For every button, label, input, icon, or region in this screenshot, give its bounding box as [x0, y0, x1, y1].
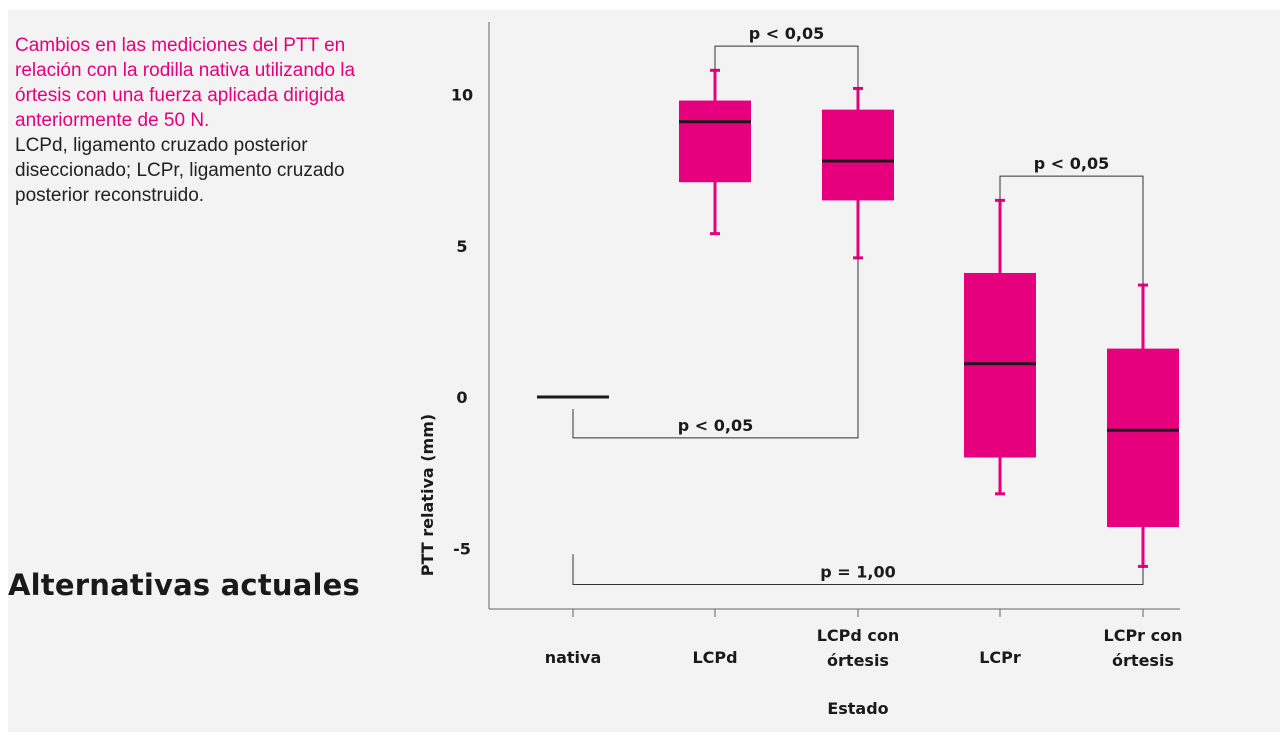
p-value-label: p = 1,00: [820, 563, 895, 582]
y-axis-ticks: 10 5 0 -5: [451, 86, 473, 559]
box-2: [679, 68, 751, 236]
bracket-line: [572, 554, 1144, 586]
box-4: [964, 198, 1036, 496]
p-value-label: p < 0,05: [1034, 154, 1109, 173]
iqr-box: [822, 109, 894, 201]
comparison-1: p < 0,05: [714, 24, 859, 89]
y-tick-label: 5: [456, 237, 467, 256]
x-category-label: LCPd: [692, 648, 737, 667]
box-series: [537, 68, 1179, 568]
box-5: [1107, 283, 1179, 568]
box-3: [822, 86, 894, 260]
iqr-box: [679, 100, 751, 183]
x-category-label: LCPr: [979, 648, 1021, 667]
y-axis-title: PTT relativa (mm): [418, 414, 437, 576]
significance-brackets: p < 0,05 p < 0,05 p < 0,05 p = 1,00: [572, 24, 1144, 586]
figure-caption: Cambios en las mediciones del PTT en rel…: [15, 33, 410, 208]
bracket-line: [999, 175, 1144, 286]
x-category-label: LCPd con órtesis: [817, 626, 900, 670]
comparison-4: p = 1,00: [572, 554, 1144, 586]
x-category-label: LCPr con órtesis: [1104, 626, 1183, 670]
bracket-line: [714, 45, 859, 89]
caption-body: LCPd, ligamento cruzado posterior disecc…: [15, 135, 345, 206]
y-tick-label: 0: [456, 388, 467, 407]
caption-highlight: Cambios en las mediciones del PTT en rel…: [15, 35, 356, 131]
figure-panel: [8, 10, 1280, 732]
bracket-line: [572, 257, 859, 439]
x-axis-title: Estado: [827, 699, 888, 718]
iqr-box: [1107, 348, 1179, 528]
x-axis-categories: nativa LCPd LCPd con órtesis LCPr LCPr con órt…: [545, 609, 1183, 670]
chart-axes: [488, 22, 1180, 610]
y-tick-label: 10: [451, 86, 473, 105]
p-value-label: p < 0,05: [678, 416, 753, 435]
y-tick-label: -5: [453, 539, 471, 558]
p-value-label: p < 0,05: [749, 24, 824, 43]
comparison-2: p < 0,05: [999, 154, 1144, 286]
x-category-label: nativa: [545, 648, 602, 667]
iqr-box: [964, 272, 1036, 458]
comparison-3: p < 0,05: [572, 257, 859, 439]
section-heading: Alternativas actuales: [8, 568, 360, 602]
